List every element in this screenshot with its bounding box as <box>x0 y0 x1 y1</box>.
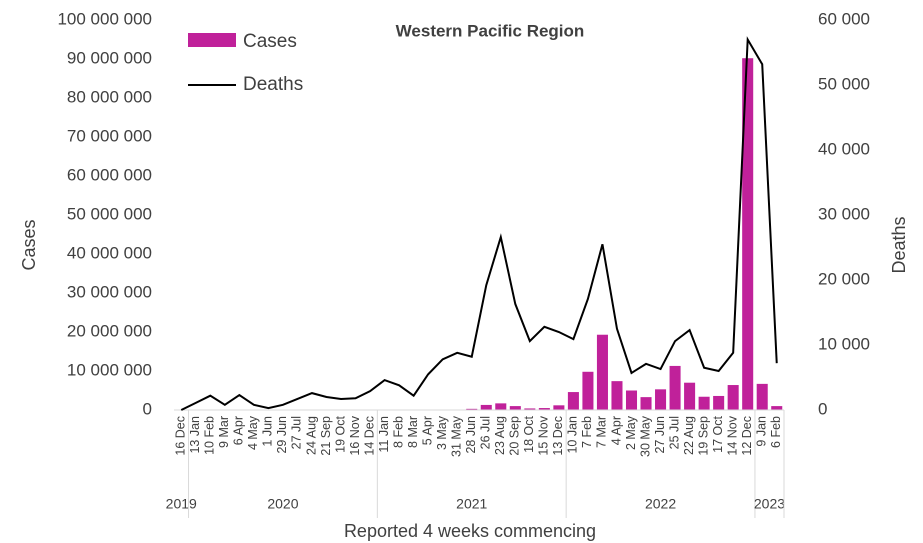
y2-tick-label: 30 000 <box>818 204 870 223</box>
bar <box>582 371 594 410</box>
line <box>180 36 778 411</box>
x-tick-label: 4 Apr <box>609 416 623 445</box>
y2-tick-label: 50 000 <box>818 74 870 93</box>
bar <box>524 408 536 410</box>
x-tick-label: 26 Jul <box>479 416 493 449</box>
x-tick-label: 24 Aug <box>304 416 318 455</box>
x-tick-label: 20 Sep <box>508 416 522 456</box>
x-tick-label: 1 Jun <box>261 416 275 447</box>
x-tick-label: 19 Oct <box>333 415 347 452</box>
bar <box>495 403 507 410</box>
x-tick-label: 12 Dec <box>740 416 754 456</box>
y-tick-label: 10 000 000 <box>67 360 152 379</box>
x-tick-label: 25 Jul <box>667 416 681 449</box>
legend-swatch <box>188 33 236 47</box>
y-tick-label: 90 000 000 <box>67 48 152 67</box>
y2-axis-title: Deaths <box>889 216 909 273</box>
bar <box>727 385 739 410</box>
x-tick-label: 11 Jan <box>377 416 391 453</box>
x-tick-label: 27 Jul <box>290 416 304 449</box>
x-tick-label: 14 Nov <box>725 415 739 455</box>
x-tick-label: 3 May <box>435 415 449 450</box>
bar <box>771 406 783 410</box>
y-tick-label: 20 000 000 <box>67 321 152 340</box>
x-tick-label: 5 Apr <box>420 416 434 445</box>
y2-tick-label: 10 000 <box>818 334 870 353</box>
legend-label: Cases <box>243 31 297 52</box>
x-tick-label: 4 May <box>246 415 260 450</box>
x-tick-label: 16 Dec <box>174 416 188 456</box>
y2-tick-label: 60 000 <box>818 9 870 28</box>
bar <box>611 381 623 410</box>
bar <box>698 396 710 410</box>
x-tick-label: 6 Feb <box>769 416 783 448</box>
year-label: 2021 <box>456 496 487 512</box>
legend-label: Deaths <box>243 74 303 95</box>
y-axis-title: Cases <box>19 219 39 270</box>
bar <box>596 334 608 410</box>
chart-title: Western Pacific Region <box>396 21 585 40</box>
bar <box>466 408 478 410</box>
bar <box>480 404 492 410</box>
x-tick-label: 8 Mar <box>406 416 420 448</box>
year-label: 2022 <box>645 496 676 512</box>
y2-tick-label: 20 000 <box>818 269 870 288</box>
bar <box>567 392 579 410</box>
x-tick-label: 28 Jun <box>464 416 478 454</box>
x-tick-label: 2 May <box>624 415 638 450</box>
bar <box>669 365 681 410</box>
x-tick-label: 30 May <box>638 415 652 457</box>
y-tick-label: 40 000 000 <box>67 243 152 262</box>
x-tick-label: 29 Jun <box>275 416 289 454</box>
y-tick-label: 80 000 000 <box>67 87 152 106</box>
x-tick-label: 7 Feb <box>580 416 594 448</box>
x-tick-label: 19 Sep <box>696 416 710 456</box>
bar <box>538 408 550 410</box>
x-tick-label: 8 Feb <box>391 416 405 448</box>
x-tick-label: 13 Dec <box>551 416 565 456</box>
bar <box>509 406 521 410</box>
x-tick-label: 23 Aug <box>493 416 507 455</box>
bar <box>655 389 667 410</box>
x-tick-label: 13 Jan <box>188 416 202 454</box>
bar <box>684 382 696 410</box>
x-tick-label: 17 Oct <box>711 415 725 452</box>
bar <box>713 395 725 410</box>
bar <box>553 405 565 410</box>
x-tick-label: 31 May <box>450 415 464 457</box>
bar <box>625 390 638 410</box>
y-tick-label: 70 000 000 <box>67 126 152 145</box>
y-tick-label: 30 000 000 <box>67 282 152 301</box>
year-label: 2023 <box>754 496 785 512</box>
y2-tick-label: 0 <box>818 399 827 418</box>
x-tick-label: 10 Feb <box>203 416 217 455</box>
y-tick-label: 0 <box>143 399 152 418</box>
x-tick-label: 6 Apr <box>232 416 246 445</box>
x-tick-label: 10 Jan <box>566 416 580 454</box>
y-tick-label: 60 000 000 <box>67 165 152 184</box>
x-tick-label: 7 Mar <box>595 416 609 448</box>
x-tick-label: 9 Mar <box>217 416 231 448</box>
x-tick-label: 18 Oct <box>522 415 536 452</box>
y-tick-label: 50 000 000 <box>67 204 152 223</box>
x-tick-label: 27 Jun <box>653 416 667 454</box>
y2-tick-label: 40 000 <box>818 139 870 158</box>
x-tick-label: 9 Jan <box>755 416 769 447</box>
x-tick-label: 16 Nov <box>348 415 362 455</box>
bar <box>742 58 754 410</box>
x-tick-label: 21 Sep <box>319 416 333 456</box>
x-tick-label: 15 Nov <box>537 415 551 455</box>
year-label: 2020 <box>267 496 298 512</box>
bar <box>756 383 768 410</box>
x-tick-label: 22 Aug <box>682 416 696 455</box>
x-axis-title: Reported 4 weeks commencing <box>344 521 596 541</box>
year-label: 2019 <box>166 496 197 512</box>
bar <box>640 397 652 410</box>
y-tick-label: 100 000 000 <box>57 9 152 28</box>
x-tick-label: 14 Dec <box>362 416 376 456</box>
